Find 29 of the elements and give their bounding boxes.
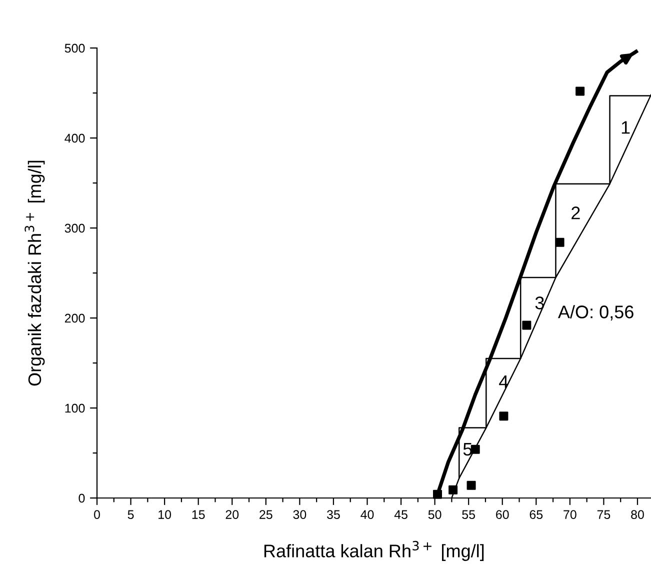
x-tick-label: 0: [94, 510, 100, 519]
y-tick-label: 100: [65, 404, 85, 413]
x-tick-label: 55: [462, 510, 476, 519]
x-tick-label: 10: [158, 510, 172, 519]
y-tick-label: 500: [64, 44, 85, 53]
x-tick-label: 65: [530, 510, 543, 519]
x-tick-label: 35: [326, 510, 340, 519]
x-tick-label: 5: [128, 510, 134, 519]
x-tick-label: 50: [428, 510, 442, 519]
annotation: 2: [572, 206, 580, 220]
x-tick-label: 20: [226, 510, 239, 519]
y-axis-title: Organik fazdaki Rh$^{3+}$ [mg/l]: [24, 160, 45, 386]
x-axis-title: Rafinatta kalan Rh$^{3+}$ [mg/l]: [264, 540, 484, 561]
x-tick-label: 15: [192, 510, 205, 519]
y-tick-label: 200: [64, 314, 85, 323]
x-tick-label: 30: [293, 510, 306, 519]
x-tick-label: 60: [496, 510, 509, 519]
x-tick-label: 40: [360, 510, 374, 519]
y-tick-label: 0: [78, 494, 85, 503]
x-tick-label: 25: [260, 510, 272, 519]
annotation: 4: [499, 375, 508, 388]
y-tick-label: 300: [64, 224, 85, 233]
annotation: 1: [622, 121, 630, 134]
y-tick-label: 400: [64, 134, 85, 143]
x-tick-label: 70: [564, 510, 576, 519]
x-tick-label: 80: [631, 510, 644, 519]
x-tick-label: 75: [597, 510, 610, 519]
x-tick-label: 45: [394, 510, 408, 519]
annotation: A/O: 0,56: [558, 305, 634, 320]
